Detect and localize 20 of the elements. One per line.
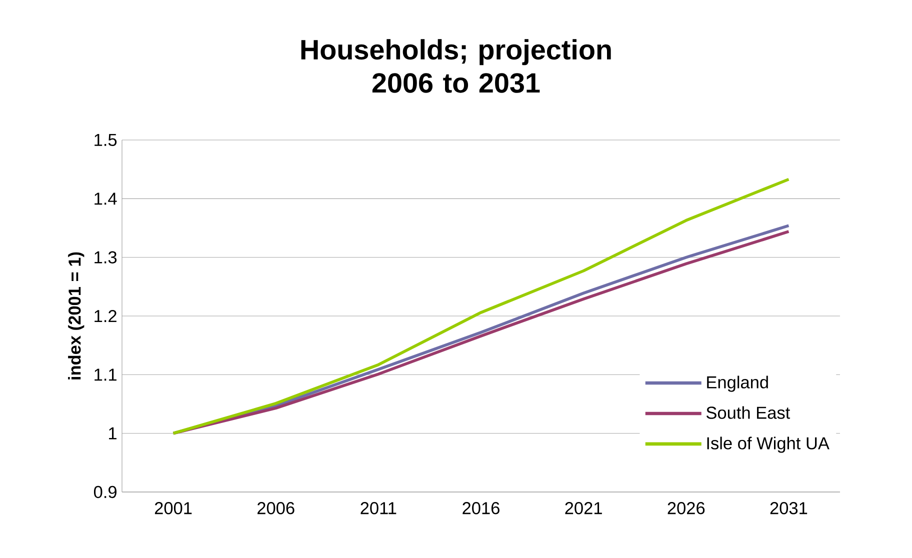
x-tick-label: 2011 [360,502,396,514]
chart-title: Households; projection 2006 to 2031 [301,39,611,93]
y-tick-label: 1 [109,427,116,440]
legend-label: Isle of Wight UA [707,436,830,453]
y-axis-title: index (2001 = 1) [68,252,84,380]
x-tick-label: 2021 [565,502,602,514]
x-tick-label: 2006 [258,502,294,514]
y-tick-label: 1.5 [94,134,117,146]
y-tick-label: 0.9 [94,486,116,498]
legend-label: South East [706,406,790,419]
x-tick-label: 2031 [770,502,808,514]
y-tick-label: 1.3 [94,251,117,264]
line-series [172,178,790,435]
legend-label: England [707,376,768,392]
y-tick-label: 1.1 [94,368,116,381]
y-tick-label: 1.4 [94,192,117,205]
x-tick-label: 2016 [462,502,500,514]
x-tick-label: 2001 [154,502,192,514]
x-tick-label: 2026 [668,502,705,514]
y-tick-label: 1.2 [94,310,116,322]
